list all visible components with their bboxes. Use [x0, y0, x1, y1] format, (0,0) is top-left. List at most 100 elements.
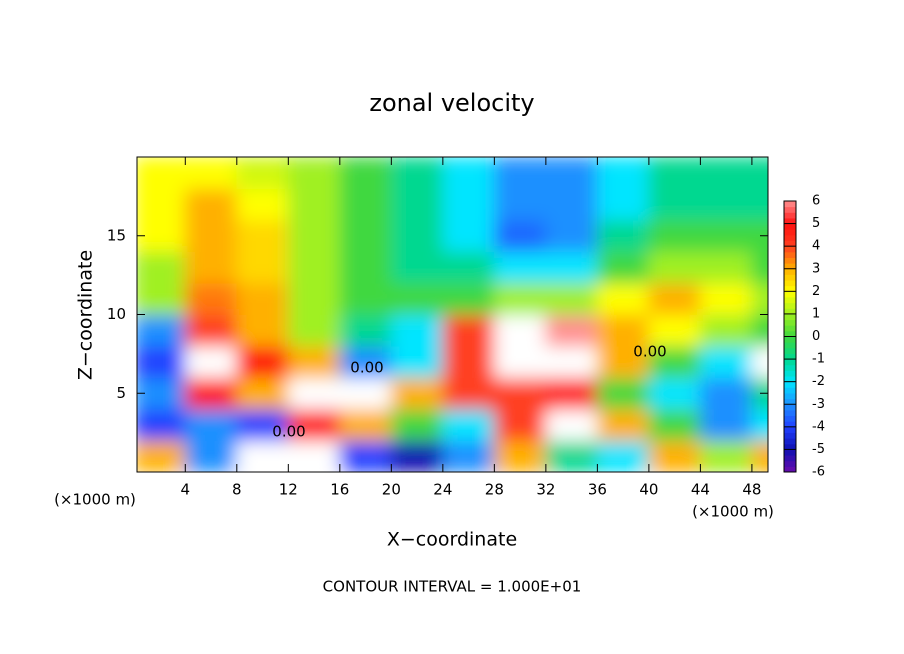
field-cell — [390, 440, 444, 472]
y-tick-label: 15 — [107, 226, 126, 244]
x-tick-label: 28 — [485, 481, 504, 499]
field-cell — [751, 314, 768, 347]
colorbar-swatch — [784, 381, 796, 388]
colorbar-swatch — [784, 449, 796, 456]
colorbar-tick-label: 2 — [812, 284, 820, 299]
colorbar-swatch — [784, 325, 796, 332]
field-cell — [699, 314, 753, 347]
field-cell — [493, 219, 547, 252]
colorbar-swatch — [784, 263, 796, 270]
colorbar-swatch — [784, 415, 796, 422]
field-cell — [751, 345, 768, 378]
field-cell — [390, 314, 444, 347]
field-cell — [390, 251, 444, 284]
field-cell — [184, 440, 238, 472]
field-cell — [287, 188, 341, 221]
contour-label: 0.00 — [350, 359, 383, 377]
field-cell — [493, 314, 547, 347]
colorbar-swatch — [784, 319, 796, 326]
colorbar-swatch — [784, 257, 796, 264]
field-cell — [751, 377, 768, 410]
field-cell — [545, 314, 598, 347]
field-cell — [184, 282, 238, 315]
field-cell — [648, 282, 701, 315]
colorbar-swatch — [784, 370, 796, 377]
field-cell — [596, 345, 650, 378]
field-cell — [184, 219, 238, 252]
field-cell — [545, 440, 598, 472]
field-cell — [699, 188, 753, 221]
x-tick-label: 12 — [279, 481, 298, 499]
x-tick-label: 16 — [330, 481, 349, 499]
colorbar-tick-label: -6 — [812, 465, 825, 480]
colorbar-tick-label: 6 — [812, 194, 820, 209]
field-cell — [648, 314, 701, 347]
colorbar-swatch — [784, 285, 796, 292]
field-cell — [137, 408, 186, 441]
field-cell — [699, 282, 753, 315]
field-cell — [442, 377, 495, 410]
field-cell — [184, 345, 238, 378]
field-cell — [137, 188, 186, 221]
colorbar-swatch — [784, 404, 796, 411]
colorbar-swatch — [784, 234, 796, 242]
colorbar-tick-label: -5 — [812, 442, 825, 457]
field-cell — [493, 251, 547, 284]
colorbar-swatch — [784, 455, 796, 462]
field-cell — [442, 345, 495, 378]
y-tick-label: 10 — [107, 305, 126, 323]
field-cell — [184, 377, 238, 410]
field-cell — [137, 282, 186, 315]
field-cell — [751, 188, 768, 221]
colorbar-swatch — [784, 268, 796, 275]
x-axis-label: X−coordinate — [387, 529, 517, 551]
field-cell — [493, 377, 547, 410]
field-cell — [648, 440, 701, 472]
x-tick-label: 4 — [181, 481, 191, 499]
colorbar-swatch — [784, 426, 796, 433]
colorbar-swatch — [784, 398, 796, 405]
field-cell — [236, 188, 289, 221]
field-cell — [339, 345, 392, 378]
field-cell — [236, 282, 289, 315]
colorbar-swatch — [784, 217, 796, 225]
colorbar-swatch — [784, 313, 796, 321]
field — [137, 157, 768, 472]
field-cell — [751, 282, 768, 315]
colorbar-swatch — [784, 246, 796, 253]
colorbar-swatch — [784, 229, 796, 236]
field-cell — [287, 219, 341, 252]
y-tick-label: 5 — [116, 384, 126, 402]
field-cell — [287, 314, 341, 347]
field-cell — [339, 157, 392, 189]
x-unit: (×1000 m) — [692, 503, 774, 521]
colorbar-swatch — [784, 387, 796, 394]
colorbar-swatch — [784, 206, 796, 213]
field-cell — [442, 251, 495, 284]
colorbar-tick-label: 1 — [812, 306, 820, 321]
colorbar-swatch — [784, 274, 796, 281]
colorbar-tick-label: 0 — [812, 329, 820, 344]
y-axis-label: Z−coordinate — [75, 250, 97, 380]
field-cell — [751, 440, 768, 472]
colorbar-swatch — [784, 308, 796, 315]
field-cell — [287, 377, 341, 410]
field-cell — [596, 440, 650, 472]
colorbar-swatch — [784, 342, 796, 349]
colorbar-swatch — [784, 364, 796, 371]
field-cell — [339, 251, 392, 284]
colorbar-swatch — [784, 212, 796, 219]
colorbar-swatch — [784, 376, 796, 383]
field-cell — [545, 408, 598, 441]
field-cell — [390, 377, 444, 410]
field-cell — [648, 219, 701, 252]
colorbar-swatch — [784, 392, 796, 400]
field-cell — [648, 377, 701, 410]
field-cell — [699, 408, 753, 441]
colorbar-swatch — [784, 460, 796, 467]
field-cell — [339, 219, 392, 252]
colorbar-swatch — [784, 438, 796, 445]
field-cell — [137, 377, 186, 410]
x-tick-label: 44 — [691, 481, 710, 499]
field-cell — [236, 440, 289, 472]
